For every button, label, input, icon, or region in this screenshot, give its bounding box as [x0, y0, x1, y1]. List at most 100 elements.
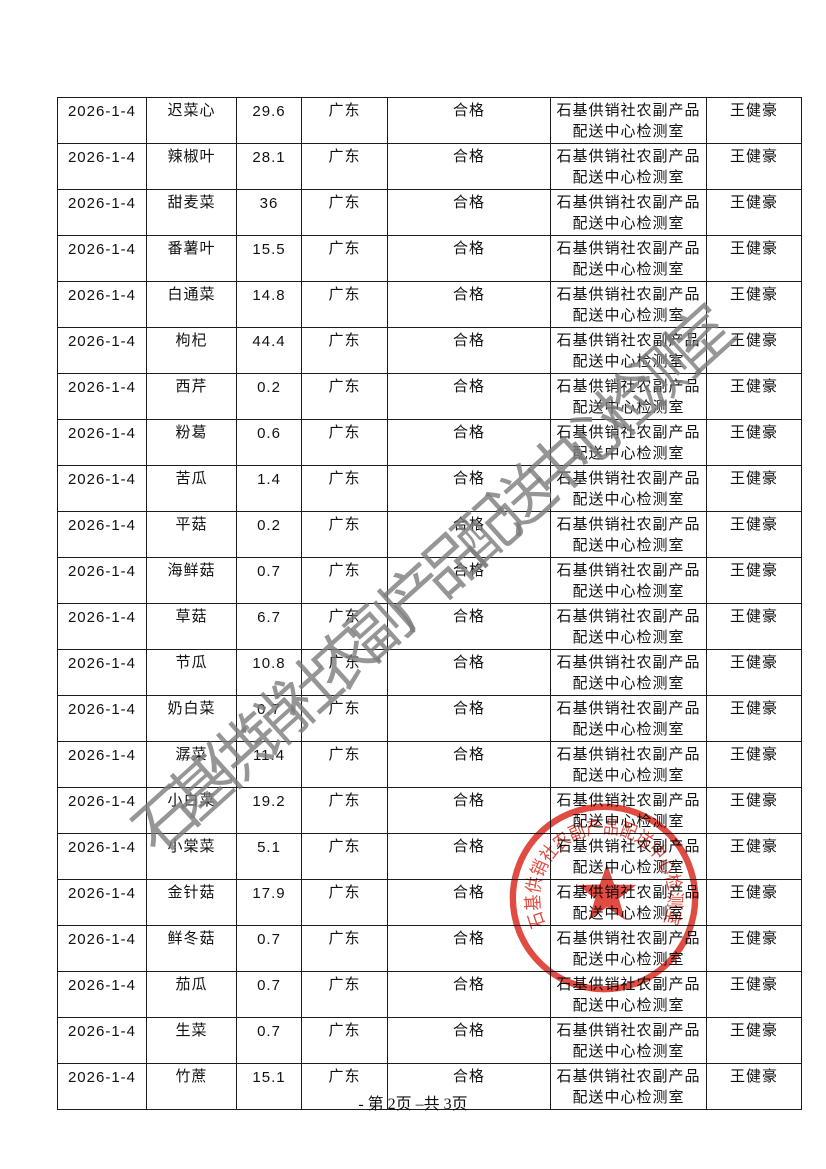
table-row: 2026-1-4 鲜冬菇 0.7 广东 合格 石基供销社农副产品配送中心检测室 … — [57, 925, 802, 972]
cell-lab: 石基供销社农副产品配送中心检测室 — [550, 833, 707, 880]
cell-inspector: 王健豪 — [706, 695, 802, 742]
cell-origin: 广东 — [301, 971, 388, 1018]
cell-result: 合格 — [387, 143, 551, 190]
cell-inspector: 王健豪 — [706, 189, 802, 236]
cell-result: 合格 — [387, 281, 551, 328]
cell-lab: 石基供销社农副产品配送中心检测室 — [550, 189, 707, 236]
cell-lab: 石基供销社农副产品配送中心检测室 — [550, 327, 707, 374]
cell-date: 2026-1-4 — [57, 97, 147, 144]
cell-date: 2026-1-4 — [57, 649, 147, 696]
cell-result: 合格 — [387, 649, 551, 696]
cell-date: 2026-1-4 — [57, 281, 147, 328]
cell-result: 合格 — [387, 511, 551, 558]
cell-origin: 广东 — [301, 925, 388, 972]
table-row: 2026-1-4 节瓜 10.8 广东 合格 石基供销社农副产品配送中心检测室 … — [57, 649, 802, 696]
cell-lab: 石基供销社农副产品配送中心检测室 — [550, 143, 707, 190]
cell-date: 2026-1-4 — [57, 235, 147, 282]
cell-date: 2026-1-4 — [57, 1063, 147, 1110]
cell-result: 合格 — [387, 235, 551, 282]
cell-inspector: 王健豪 — [706, 143, 802, 190]
cell-value: 1.4 — [236, 465, 302, 512]
cell-result: 合格 — [387, 373, 551, 420]
cell-origin: 广东 — [301, 879, 388, 926]
cell-product: 枸杞 — [146, 327, 237, 374]
cell-lab: 石基供销社农副产品配送中心检测室 — [550, 373, 707, 420]
cell-value: 28.1 — [236, 143, 302, 190]
table-row: 2026-1-4 平菇 0.2 广东 合格 石基供销社农副产品配送中心检测室 王… — [57, 511, 802, 558]
cell-origin: 广东 — [301, 649, 388, 696]
cell-inspector: 王健豪 — [706, 787, 802, 834]
table-row: 2026-1-4 番薯叶 15.5 广东 合格 石基供销社农副产品配送中心检测室… — [57, 235, 802, 282]
cell-date: 2026-1-4 — [57, 787, 147, 834]
cell-date: 2026-1-4 — [57, 879, 147, 926]
table-row: 2026-1-4 生菜 0.7 广东 合格 石基供销社农副产品配送中心检测室 王… — [57, 1017, 802, 1064]
cell-date: 2026-1-4 — [57, 419, 147, 466]
cell-product: 粉葛 — [146, 419, 237, 466]
cell-lab: 石基供销社农副产品配送中心检测室 — [550, 235, 707, 282]
cell-result: 合格 — [387, 833, 551, 880]
cell-result: 合格 — [387, 925, 551, 972]
cell-origin: 广东 — [301, 327, 388, 374]
cell-origin: 广东 — [301, 511, 388, 558]
cell-value: 0.7 — [236, 971, 302, 1018]
cell-value: 0.2 — [236, 373, 302, 420]
cell-inspector: 王健豪 — [706, 327, 802, 374]
cell-lab: 石基供销社农副产品配送中心检测室 — [550, 419, 707, 466]
table-row: 2026-1-4 辣椒叶 28.1 广东 合格 石基供销社农副产品配送中心检测室… — [57, 143, 802, 190]
cell-date: 2026-1-4 — [57, 971, 147, 1018]
cell-product: 生菜 — [146, 1017, 237, 1064]
cell-value: 0.7 — [236, 557, 302, 604]
cell-product: 茄瓜 — [146, 971, 237, 1018]
cell-lab: 石基供销社农副产品配送中心检测室 — [550, 465, 707, 512]
cell-date: 2026-1-4 — [57, 741, 147, 788]
cell-value: 14.8 — [236, 281, 302, 328]
cell-product: 奶白菜 — [146, 695, 237, 742]
cell-value: 0.6 — [236, 419, 302, 466]
cell-inspector: 王健豪 — [706, 741, 802, 788]
cell-product: 小棠菜 — [146, 833, 237, 880]
cell-date: 2026-1-4 — [57, 465, 147, 512]
cell-value: 11.4 — [236, 741, 302, 788]
cell-product: 海鲜菇 — [146, 557, 237, 604]
cell-lab: 石基供销社农副产品配送中心检测室 — [550, 879, 707, 926]
cell-inspector: 王健豪 — [706, 879, 802, 926]
cell-lab: 石基供销社农副产品配送中心检测室 — [550, 649, 707, 696]
cell-date: 2026-1-4 — [57, 327, 147, 374]
cell-result: 合格 — [387, 189, 551, 236]
cell-origin: 广东 — [301, 557, 388, 604]
cell-value: 29.6 — [236, 97, 302, 144]
cell-lab: 石基供销社农副产品配送中心检测室 — [550, 603, 707, 650]
cell-product: 小白菜 — [146, 787, 237, 834]
cell-lab: 石基供销社农副产品配送中心检测室 — [550, 511, 707, 558]
cell-origin: 广东 — [301, 143, 388, 190]
cell-value: 5.1 — [236, 833, 302, 880]
cell-result: 合格 — [387, 465, 551, 512]
table-row: 2026-1-4 竹蔗 15.1 广东 合格 石基供销社农副产品配送中心检测室 … — [57, 1063, 802, 1110]
cell-date: 2026-1-4 — [57, 511, 147, 558]
cell-inspector: 王健豪 — [706, 1017, 802, 1064]
cell-value: 6.7 — [236, 603, 302, 650]
cell-lab: 石基供销社农副产品配送中心检测室 — [550, 695, 707, 742]
page-footer: - 第 2页 –共 3页 — [358, 1096, 468, 1113]
cell-product: 节瓜 — [146, 649, 237, 696]
cell-inspector: 王健豪 — [706, 97, 802, 144]
inspection-table-body: 2026-1-4 迟菜心 29.6 广东 合格 石基供销社农副产品配送中心检测室… — [57, 97, 802, 1110]
cell-product: 草菇 — [146, 603, 237, 650]
cell-origin: 广东 — [301, 235, 388, 282]
cell-lab: 石基供销社农副产品配送中心检测室 — [550, 1063, 707, 1110]
cell-value: 36 — [236, 189, 302, 236]
cell-date: 2026-1-4 — [57, 1017, 147, 1064]
cell-value: 0.2 — [236, 511, 302, 558]
table-row: 2026-1-4 甜麦菜 36 广东 合格 石基供销社农副产品配送中心检测室 王… — [57, 189, 802, 236]
cell-origin: 广东 — [301, 281, 388, 328]
table-row: 2026-1-4 金针菇 17.9 广东 合格 石基供销社农副产品配送中心检测室… — [57, 879, 802, 926]
cell-date: 2026-1-4 — [57, 925, 147, 972]
cell-date: 2026-1-4 — [57, 833, 147, 880]
cell-origin: 广东 — [301, 1063, 388, 1110]
table-row: 2026-1-4 潺菜 11.4 广东 合格 石基供销社农副产品配送中心检测室 … — [57, 741, 802, 788]
cell-result: 合格 — [387, 419, 551, 466]
cell-result: 合格 — [387, 603, 551, 650]
cell-origin: 广东 — [301, 787, 388, 834]
cell-date: 2026-1-4 — [57, 143, 147, 190]
cell-lab: 石基供销社农副产品配送中心检测室 — [550, 925, 707, 972]
